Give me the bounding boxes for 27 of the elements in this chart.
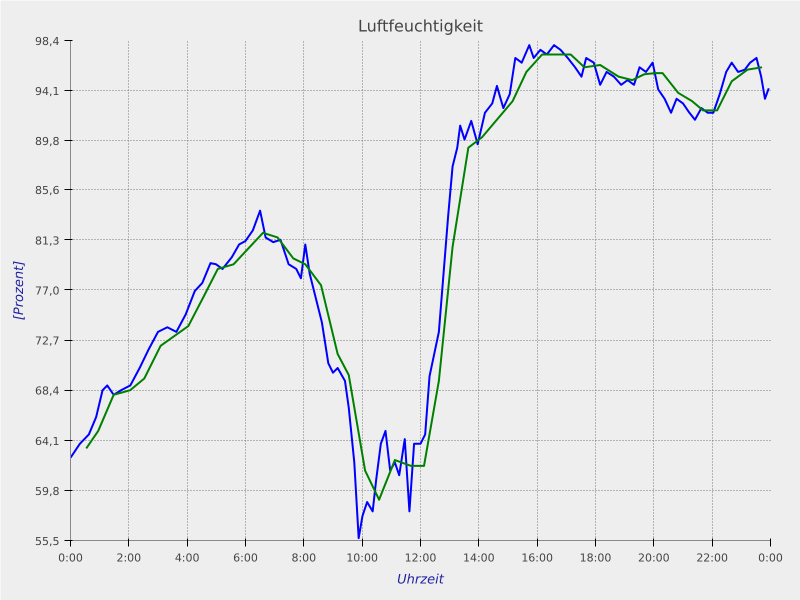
x-tick-label: 22:00	[696, 552, 728, 564]
y-tick-label: 55,5	[35, 535, 60, 548]
chart-title: Luftfeuchtigkeit	[358, 16, 484, 36]
x-axis-title: Uhrzeit	[397, 572, 445, 588]
x-tick-label: 0:00	[758, 552, 783, 564]
y-tick-label: 64,1	[35, 434, 60, 448]
x-tick-label: 20:00	[638, 552, 670, 564]
y-tick-label: 72,7	[35, 334, 60, 348]
y-tick-label: 94,1	[35, 85, 60, 98]
y-tick-label: 77,0	[35, 284, 60, 298]
x-tick-label: 8:00	[291, 552, 316, 564]
y-axis-title: [Prozent]	[12, 260, 28, 320]
x-tick-label: 4:00	[174, 552, 200, 564]
y-tick-label: 89,8	[35, 135, 60, 148]
x-tick-label: 14:00	[462, 552, 495, 564]
x-tick-label: 10:00	[346, 552, 378, 564]
y-tick-label: 85,6	[35, 184, 60, 198]
y-tick-label: 98,4	[35, 35, 60, 48]
x-tick-label: 6:00	[233, 552, 258, 564]
x-tick-label: 0:00	[58, 552, 83, 564]
y-tick-label: 68,4	[35, 384, 60, 398]
x-tick-label: 18:00	[580, 552, 612, 564]
y-tick-label: 81,3	[35, 234, 60, 248]
x-tick-label: 12:00	[404, 552, 436, 564]
y-tick-label: 59,8	[35, 484, 60, 498]
x-tick-label: 16:00	[521, 552, 554, 564]
x-tick-label: 2:00	[116, 552, 142, 564]
